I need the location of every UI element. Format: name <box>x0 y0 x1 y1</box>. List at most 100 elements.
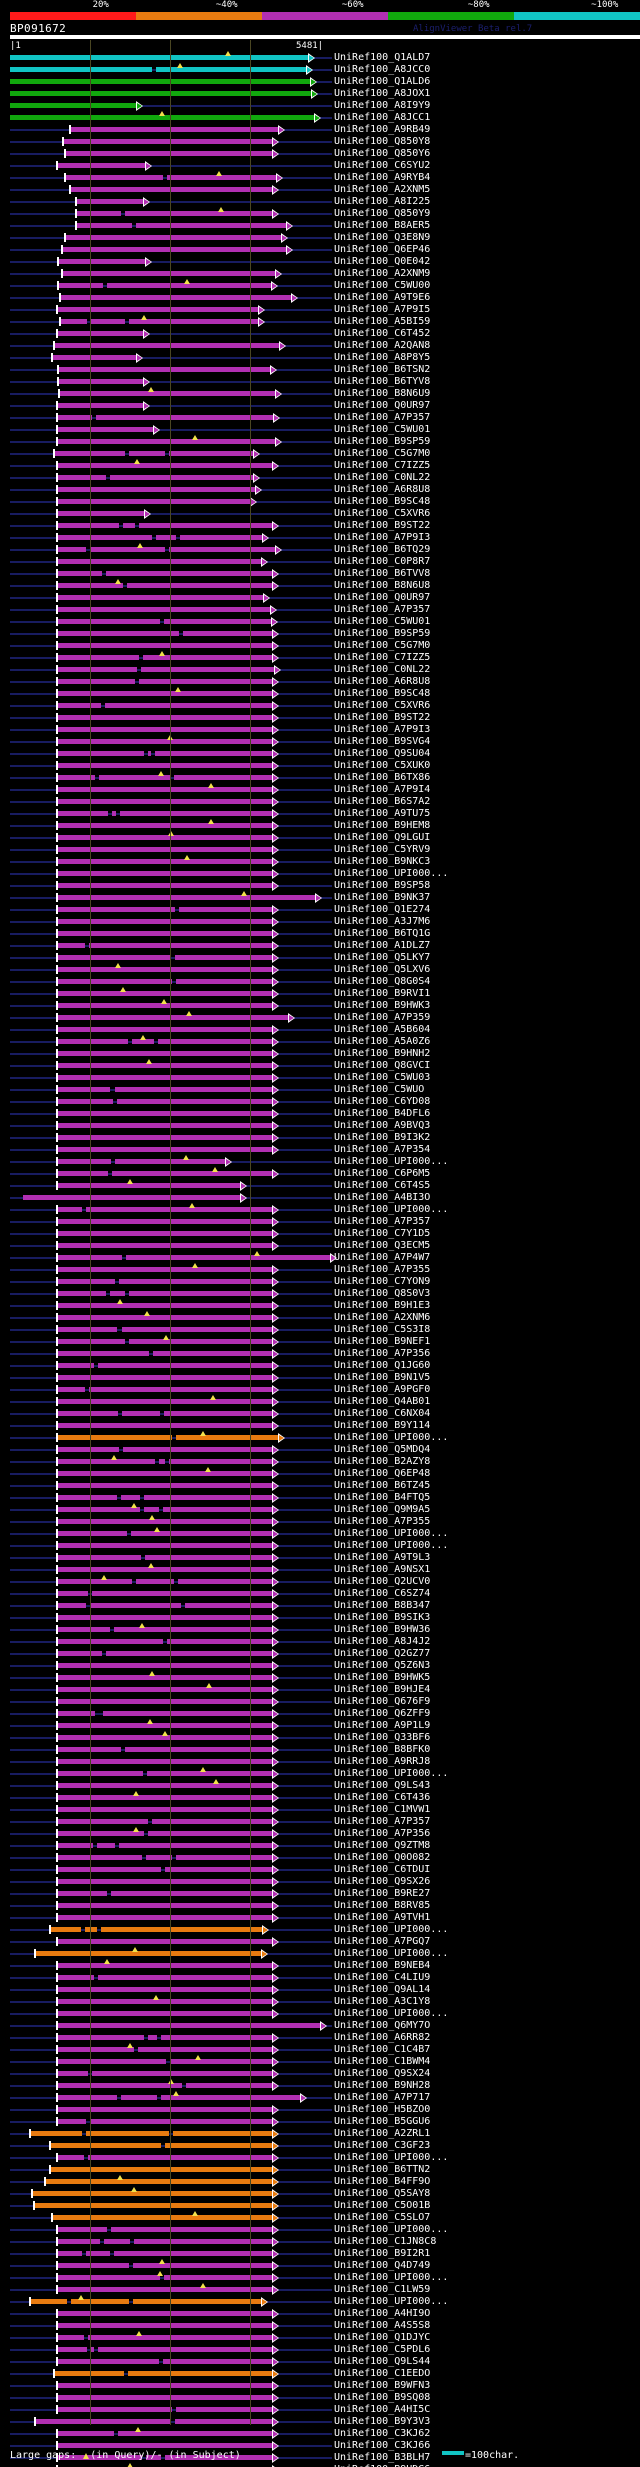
hsp-segment[interactable] <box>88 2155 272 2160</box>
hsp-segment[interactable] <box>57 1963 272 1968</box>
alignment-row[interactable]: UniRef100_C3KJ66 <box>0 2440 640 2452</box>
hit-label[interactable]: UniRef100_C3GF23 <box>334 2140 431 2151</box>
hsp-segment[interactable] <box>165 2455 272 2460</box>
hit-label[interactable]: UniRef100_C1EEDO <box>334 2368 431 2379</box>
hit-label[interactable]: UniRef100_B9WFN3 <box>334 2380 431 2391</box>
hit-label[interactable]: UniRef100_B9SP59 <box>334 436 431 447</box>
hit-label[interactable]: UniRef100_B4FF9O <box>334 2176 431 2187</box>
alignment-row[interactable]: UniRef100_Q9ZTM8 <box>0 1840 640 1852</box>
alignment-row[interactable]: UniRef100_Q1DJYC <box>0 2331 640 2344</box>
alignment-row[interactable]: UniRef100_A9P1L9 <box>0 1719 640 1732</box>
hsp-segment[interactable] <box>57 1711 95 1716</box>
hsp-segment[interactable] <box>57 1855 142 1860</box>
alignment-row[interactable]: UniRef100_C5XVR6 <box>0 700 640 712</box>
alignment-row[interactable]: UniRef100_UPI000... <box>0 1527 640 1540</box>
alignment-row[interactable]: UniRef100_UPI000... <box>0 2008 640 2020</box>
hit-label[interactable]: UniRef100_A5BI59 <box>334 316 431 327</box>
alignment-row[interactable]: UniRef100_B6TQ29 <box>0 543 640 556</box>
alignment-row[interactable]: UniRef100_C1JN8C8 <box>0 2236 640 2248</box>
hit-label[interactable]: UniRef100_C5O01B <box>334 2200 431 2211</box>
hsp-segment[interactable] <box>179 907 272 912</box>
hsp-segment[interactable] <box>88 2335 272 2340</box>
alignment-row[interactable]: UniRef100_A7P9I3 <box>0 532 640 544</box>
alignment-row[interactable]: UniRef100_B9ST22 <box>0 520 640 532</box>
hsp-segment[interactable] <box>104 2239 130 2244</box>
alignment-row[interactable]: UniRef100_B9RVI1 <box>0 987 640 1000</box>
hsp-segment[interactable] <box>57 1279 115 1284</box>
hsp-segment[interactable] <box>136 223 286 228</box>
hsp-segment[interactable] <box>57 439 275 444</box>
hit-label[interactable]: UniRef100_A7P356 <box>334 1348 431 1359</box>
hsp-segment[interactable] <box>57 559 261 564</box>
alignment-row[interactable]: UniRef100_A3J7M6 <box>0 916 640 928</box>
hit-label[interactable]: UniRef100_A7P9I5 <box>334 304 431 315</box>
hsp-segment[interactable] <box>57 2023 320 2028</box>
hit-label[interactable]: UniRef100_C6T452 <box>334 328 431 339</box>
hit-label[interactable]: UniRef100_Q1E274 <box>334 904 431 915</box>
hsp-segment[interactable] <box>106 571 272 576</box>
hit-label[interactable]: UniRef100_Q5LKY7 <box>334 952 431 963</box>
alignment-row[interactable]: UniRef100_A9RYB4 <box>0 171 640 184</box>
hit-label[interactable]: UniRef100_Q1ALD7 <box>334 52 431 63</box>
hit-label[interactable]: UniRef100_Q0UR97 <box>334 400 431 411</box>
hsp-segment[interactable] <box>167 175 276 180</box>
hsp-segment[interactable] <box>57 1111 272 1116</box>
alignment-row[interactable]: UniRef100_C0P8R7 <box>0 556 640 568</box>
alignment-row[interactable]: UniRef100_B9RE27 <box>0 1888 640 1900</box>
hsp-segment[interactable] <box>148 1831 272 1836</box>
hsp-segment[interactable] <box>57 1627 110 1632</box>
alignment-row[interactable]: UniRef100_UPI000... <box>0 1540 640 1552</box>
hit-label[interactable]: UniRef100_A8J4J2 <box>334 1636 431 1647</box>
hit-label[interactable]: UniRef100_Q0E042 <box>334 256 431 267</box>
alignment-row[interactable]: UniRef100_Q9LGUI <box>0 831 640 844</box>
hit-label[interactable]: UniRef100_B4FTQ5 <box>334 1492 431 1503</box>
hit-label[interactable]: UniRef100_A6R8U8 <box>334 676 431 687</box>
hsp-segment[interactable] <box>86 1207 272 1212</box>
hsp-segment[interactable] <box>57 691 272 696</box>
hit-label[interactable]: UniRef100_B8B347 <box>334 1600 431 1611</box>
hit-label[interactable]: UniRef100_B9SC48 <box>334 496 431 507</box>
hit-label[interactable]: UniRef100_C5G7M0 <box>334 448 431 459</box>
hsp-segment[interactable] <box>163 2359 272 2364</box>
alignment-row[interactable]: UniRef100_Q0E042 <box>0 256 640 268</box>
hit-label[interactable]: UniRef100_Q4AB01 <box>334 1396 431 1407</box>
hit-label[interactable]: UniRef100_UPI000... <box>334 1204 449 1215</box>
alignment-row[interactable]: UniRef100_A5BI59 <box>0 315 640 328</box>
hit-label[interactable]: UniRef100_H5BZO0 <box>334 2104 431 2115</box>
hsp-segment[interactable] <box>57 2395 272 2400</box>
hsp-segment[interactable] <box>57 163 145 168</box>
hit-label[interactable]: UniRef100_Q6MY7O <box>334 2020 431 2031</box>
alignment-row[interactable]: UniRef100_C1C4B7 <box>0 2043 640 2056</box>
alignment-row[interactable]: UniRef100_B9SIK3 <box>0 1612 640 1624</box>
alignment-row[interactable]: UniRef100_B9SC48 <box>0 687 640 700</box>
hsp-segment[interactable] <box>57 2455 142 2460</box>
hsp-segment[interactable] <box>34 2203 272 2208</box>
hsp-segment[interactable] <box>57 487 255 492</box>
alignment-row[interactable]: UniRef100_B9N1V5 <box>0 1372 640 1384</box>
alignment-row[interactable]: UniRef100_Q5LKY7 <box>0 952 640 964</box>
hit-label[interactable]: UniRef100_C1BWM4 <box>334 2056 431 2067</box>
hsp-segment[interactable] <box>57 1579 132 1584</box>
hsp-segment[interactable] <box>57 1015 288 1020</box>
alignment-row[interactable]: UniRef100_Q9SU04 <box>0 748 640 760</box>
hsp-segment[interactable] <box>123 1447 272 1452</box>
hsp-segment[interactable] <box>57 2239 100 2244</box>
hsp-segment[interactable] <box>60 319 87 324</box>
alignment-row[interactable]: UniRef100_B2AZY8 <box>0 1455 640 1468</box>
hsp-segment[interactable] <box>147 1771 272 1776</box>
hsp-segment[interactable] <box>57 1807 272 1812</box>
hsp-segment[interactable] <box>57 2359 159 2364</box>
hit-label[interactable]: UniRef100_C5XVR6 <box>334 700 431 711</box>
alignment-row[interactable]: UniRef100_C6T4S5 <box>0 1179 640 1192</box>
hit-label[interactable]: UniRef100_Q9AL14 <box>334 1984 431 1995</box>
hit-label[interactable]: UniRef100_B8N6U9 <box>334 388 431 399</box>
hsp-segment[interactable] <box>57 1375 272 1380</box>
alignment-row[interactable]: UniRef100_C7IZZ5 <box>0 651 640 664</box>
hit-label[interactable]: UniRef100_B4DFL6 <box>334 1108 431 1119</box>
alignment-row[interactable]: UniRef100_A9TU75 <box>0 808 640 820</box>
hsp-segment[interactable] <box>122 1411 160 1416</box>
alignment-row[interactable]: UniRef100_C6YD08 <box>0 1096 640 1108</box>
hit-label[interactable]: UniRef100_A8JOX1 <box>334 88 431 99</box>
hsp-segment[interactable] <box>57 535 152 540</box>
hsp-segment[interactable] <box>169 1459 272 1464</box>
